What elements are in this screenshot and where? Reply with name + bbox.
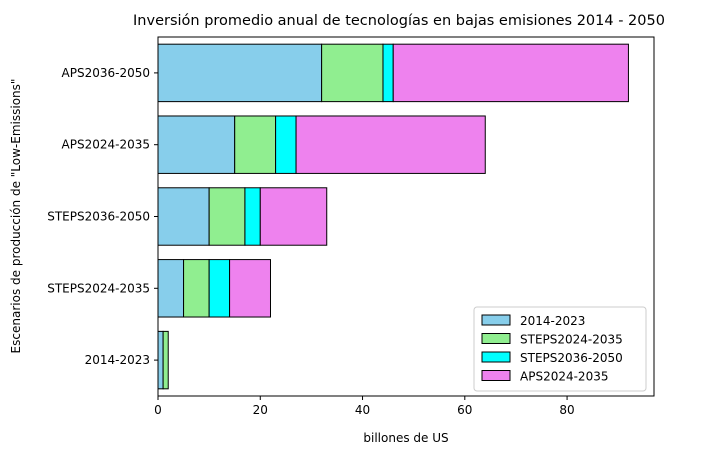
legend: 2014-2023 STEPS2024-2035 STEPS2036-2050 APS… [473,306,647,392]
y-axis-ticks: 2014-2023 STEPS2024-2035 STEPS2036-2050 APS… [47,66,158,367]
legend-swatch [481,351,511,363]
bar-segment [157,187,210,246]
x-tick-label: 40 [355,403,370,417]
bar-segment [234,115,277,174]
bar-segment [162,330,169,390]
bar-segment [392,43,629,103]
y-tick-label: 2014-2023 [85,353,150,367]
bar-segment [229,259,271,318]
y-axis-label: Escenarios de producción de "Low-Emissio… [9,79,23,354]
bar-segment [157,259,185,318]
legend-swatch [481,333,511,344]
legend-label: 2014-2023 [520,314,585,328]
bar-segment [157,115,236,174]
bar-segment [321,43,384,103]
bar-segment [157,43,323,103]
legend-box [473,306,647,392]
bar-segment [295,115,486,174]
legend-label: APS2024-2035 [520,370,608,384]
x-axis-label: billones de US [363,431,448,445]
bar-segment [208,187,246,246]
plot-area [157,36,655,397]
y-tick-label: STEPS2024-2035 [47,281,150,295]
legend-label: STEPS2036-2050 [520,351,623,365]
bar-segment [183,259,210,318]
bar-segment [208,259,231,318]
bar-segment [259,187,328,246]
bar-segment [157,330,164,390]
bar-segment [382,43,394,103]
x-tick-label: 60 [457,403,472,417]
x-tick-label: 0 [154,403,162,417]
x-tick-label: 80 [559,403,574,417]
legend-swatch [481,370,511,381]
legend-swatch [481,314,511,326]
x-tick-label: 20 [253,403,268,417]
x-axis-ticks: 0 20 40 60 80 [154,396,575,417]
y-tick-label: APS2024-2035 [62,138,150,152]
bar-segment [275,115,297,174]
chart-title: Inversión promedio anual de tecnologías … [133,13,665,29]
y-tick-label: APS2036-2050 [62,66,150,80]
y-tick-label: STEPS2036-2050 [47,210,150,224]
bar-segment [244,187,261,246]
legend-label: STEPS2024-2035 [520,333,623,347]
